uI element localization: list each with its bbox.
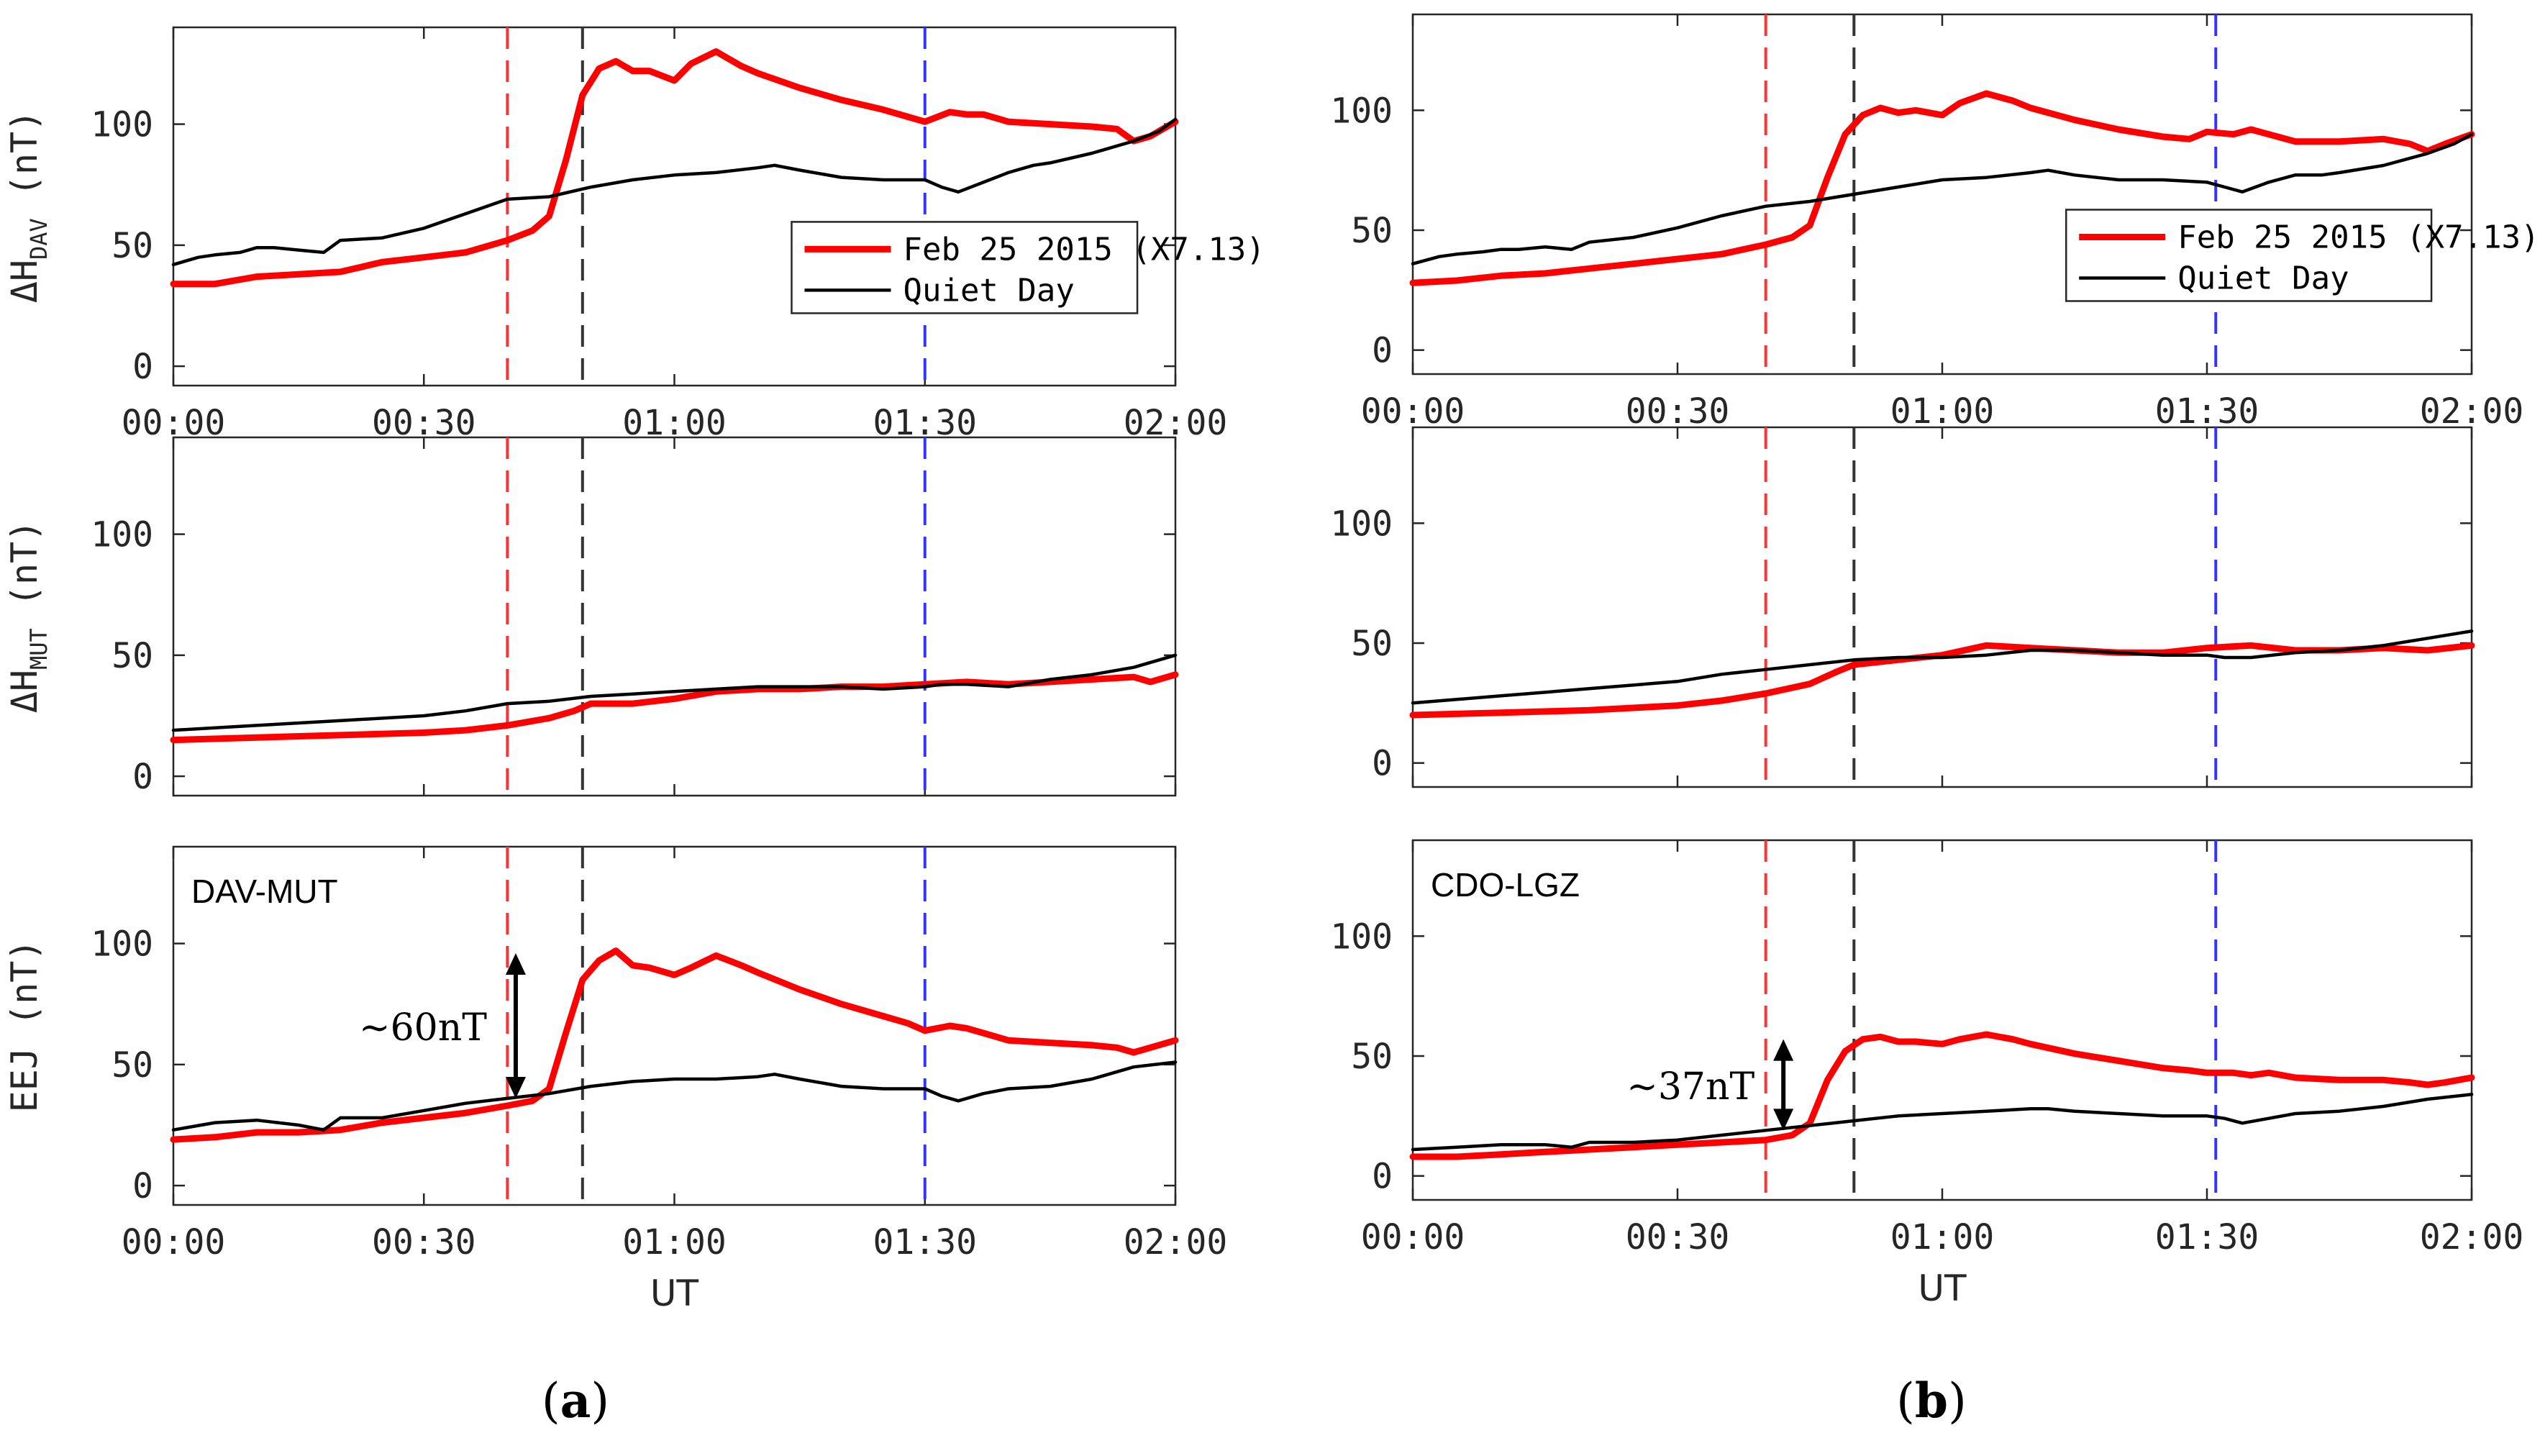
panels: 0 50 100 00:00 00:30 01:00 01:30 02:00 ΔHDAV (nT… — [4, 13, 2540, 1314]
y-tick-label: 100 — [1330, 504, 1393, 544]
x-axis-label: UT — [1918, 1268, 1967, 1309]
y-tick-label: 0 — [1372, 331, 1393, 371]
station-label: DAV-MUT — [191, 873, 338, 910]
x-tick-label: 01:00 — [1890, 1217, 1995, 1257]
flare-series-line — [1409, 1031, 2475, 1160]
y-tick-label: 50 — [1351, 1037, 1393, 1077]
x-tick-label: 01:30 — [2155, 391, 2259, 432]
panel-label-a: (a) — [542, 1373, 609, 1429]
amplitude-arrow — [505, 953, 526, 1098]
x-tick-label: 02:00 — [2420, 1217, 2524, 1257]
y-axis-label: ΔHDAV (nT) — [4, 110, 53, 304]
y-tick-label: 0 — [132, 347, 153, 387]
axes-box — [172, 436, 1177, 797]
flare-series-line — [1409, 90, 2475, 286]
x-tick-label: 00:30 — [372, 403, 476, 443]
amplitude-arrow — [1773, 1039, 1794, 1131]
y-tick-label: 0 — [1372, 1157, 1393, 1197]
y-tick-label: 50 — [111, 636, 153, 676]
y-tick-label: 100 — [1330, 916, 1393, 957]
x-tick-label: 00:00 — [1361, 391, 1465, 432]
flare-series-line — [170, 947, 1179, 1143]
y-axis-label: ΔHMUT (nT) — [4, 520, 53, 714]
quiet-day-series-line — [171, 653, 1178, 732]
chart-5: 0 50 100 00:00 00:30 01:00 01:30 02:00 UT CDO-LGZ… — [1330, 839, 2524, 1309]
quiet-day-series-line — [1411, 1093, 2474, 1152]
arrow-head-up — [505, 953, 526, 975]
y-tick-label: 100 — [91, 105, 153, 145]
x-tick-label: 01:30 — [873, 403, 978, 443]
legend-label: Feb 25 2015 (X7.13) — [2177, 219, 2539, 256]
x-tick-label: 00:30 — [372, 1222, 476, 1262]
x-tick-label: 02:00 — [1124, 1222, 1228, 1262]
legend-box — [791, 221, 1139, 314]
legend-label: Quiet Day — [903, 272, 1074, 309]
legend-label: Feb 25 2015 (X7.13) — [903, 231, 1265, 268]
y-tick-label: 50 — [111, 1045, 153, 1086]
x-tick-label: 02:00 — [2420, 391, 2524, 432]
quiet-day-series-line — [1411, 629, 2474, 705]
amplitude-annotation: ~60nT — [359, 1006, 487, 1050]
amplitude-annotation: ~37nT — [1626, 1065, 1754, 1109]
x-tick-label: 01:30 — [2155, 1217, 2259, 1257]
arrow-head-down — [1773, 1109, 1794, 1131]
station-label: CDO-LGZ — [1431, 866, 1580, 904]
chart-2: 0 50 100 00:00 00:30 01:00 01:30 02:00 EEJ (nT) U… — [4, 845, 1228, 1314]
legend: Feb 25 2015 (X7.13) Quiet Day — [791, 221, 1265, 314]
legend-box — [2065, 209, 2433, 302]
y-tick-label: 100 — [1330, 91, 1393, 131]
arrow-head-down — [505, 1076, 526, 1098]
x-tick-label: 01:30 — [873, 1222, 978, 1262]
x-tick-label: 00:00 — [1361, 1217, 1465, 1257]
y-tick-label: 100 — [91, 515, 153, 555]
flare-series-line — [170, 48, 1179, 288]
x-tick-label: 02:00 — [1124, 403, 1228, 443]
y-axis-label: EEJ (nT) — [4, 939, 45, 1113]
panel-label-b: (b) — [1896, 1373, 1967, 1429]
y-tick-label: 100 — [91, 924, 153, 965]
y-tick-label: 0 — [132, 1166, 153, 1206]
y-tick-label: 50 — [1351, 211, 1393, 251]
x-tick-label: 01:00 — [622, 403, 727, 443]
x-tick-label: 01:00 — [622, 1222, 727, 1262]
chart-3: 0 50 100 00:00 00:30 01:00 01:30 02:00 Feb 25 20… — [1330, 13, 2540, 432]
chart-0: 0 50 100 00:00 00:30 01:00 01:30 02:00 ΔHDAV (nT… — [4, 26, 1265, 443]
x-tick-label: 00:00 — [122, 1222, 226, 1262]
quiet-day-series-line — [1411, 132, 2474, 265]
y-tick-label: 50 — [1351, 624, 1393, 664]
x-tick-label: 01:00 — [1890, 391, 1995, 432]
legend: Feb 25 2015 (X7.13) Quiet Day — [2065, 209, 2540, 302]
axes-box — [1411, 426, 2473, 788]
flare-series-line — [170, 671, 1179, 744]
x-tick-label: 00:30 — [1626, 1217, 1730, 1257]
legend-label: Quiet Day — [2177, 260, 2349, 297]
x-axis-label: UT — [650, 1273, 699, 1314]
arrow-head-up — [1773, 1039, 1794, 1061]
y-tick-label: 0 — [1372, 744, 1393, 784]
x-tick-label: 00:30 — [1626, 391, 1730, 432]
chart-4: 0 50 100 — [1330, 426, 2475, 788]
x-tick-label: 00:00 — [122, 403, 226, 443]
y-tick-label: 50 — [111, 226, 153, 266]
quiet-day-series-line — [171, 1060, 1178, 1132]
chart-1: 0 50 100 ΔHMUT (nT) — [4, 436, 1179, 797]
quiet-day-series-line — [171, 117, 1178, 267]
y-tick-label: 0 — [132, 757, 153, 797]
axes-box — [1411, 13, 2473, 376]
